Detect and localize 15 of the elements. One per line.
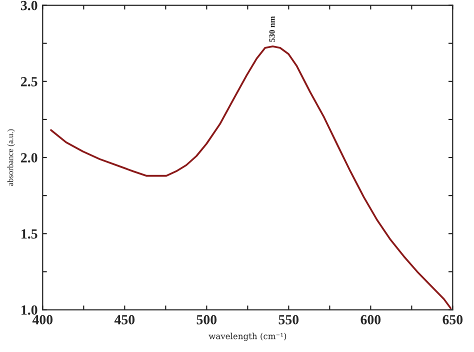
y-tick-label: 1.0	[22, 305, 38, 315]
y-tick-label: 2.5	[21, 77, 38, 86]
annotation: 530 nm	[269, 16, 275, 42]
x-axis-title: wavelength (cm⁻¹)	[208, 332, 286, 341]
y-tick-label: 2.0	[21, 153, 38, 163]
x-tick-label: 600	[360, 315, 381, 324]
x-tick-label: 450	[114, 315, 135, 324]
x-tick-label: 500	[196, 315, 217, 324]
y-tick-label: 3.0	[20, 0, 38, 10]
y-tick-label: 1.5	[22, 229, 38, 239]
line-series	[50, 45, 452, 310]
x-tick-label: 550	[278, 315, 299, 324]
x-tick-label: 400	[32, 315, 53, 324]
x-tick-label: 650	[442, 315, 463, 324]
y-axis-title: absorbance (a.u.)	[7, 129, 15, 186]
